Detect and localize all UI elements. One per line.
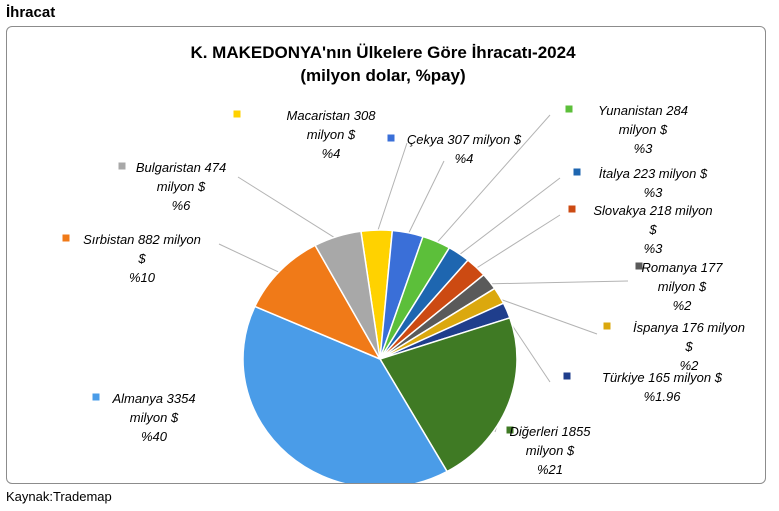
label-bullet-1 <box>386 133 396 143</box>
slice-label-8: Diğerleri 1855 milyon $ %21 <box>510 424 592 477</box>
leader-lines <box>218 114 629 452</box>
label-bullet-6 <box>602 321 612 331</box>
section-heading: İhracat <box>6 4 56 21</box>
label-bullet-5 <box>634 261 644 271</box>
slice-label-7: Türkiye 165 milyon $ %1.96 <box>602 370 723 404</box>
label-bullet-4 <box>567 204 577 214</box>
slice-label-2: Yunanistan 284 milyon $ %3 <box>598 103 688 156</box>
pie-chart: K. MAKEDONYA'nın Ülkelere Göre İhracatı-… <box>61 43 745 483</box>
slice-labels: Macaristan 308 milyon $ %4 Çekya 307 milyon… <box>61 103 745 477</box>
pie-slice-10 <box>253 244 382 361</box>
chart-title-line2: (milyon dolar, %pay) <box>300 66 465 85</box>
pie-slices <box>242 229 518 483</box>
label-bullet-0 <box>232 109 242 119</box>
label-bullet-7 <box>562 371 572 381</box>
leader-line-6 <box>495 297 598 335</box>
leader-line-10 <box>218 243 283 275</box>
label-bullet-10 <box>61 233 71 243</box>
leader-line-5 <box>486 280 629 285</box>
slice-label-9: Almanya 3354 milyon $ %40 <box>111 391 195 444</box>
slice-label-3: İtalya 223 milyon $ %3 <box>599 166 708 200</box>
leader-line-4 <box>473 214 561 271</box>
leader-line-1 <box>406 160 445 237</box>
slice-label-5: Romanya 177 milyon $ %2 <box>642 260 724 313</box>
label-bullet-11 <box>117 161 127 171</box>
pie-slice-8 <box>378 316 518 473</box>
leader-line-11 <box>237 176 339 241</box>
label-bullet-2 <box>564 104 574 114</box>
pie-slice-9 <box>242 305 449 483</box>
slice-label-4: Slovakya 218 milyon $ %3 <box>593 203 712 256</box>
leader-line-0 <box>376 142 408 235</box>
pie-slice-11 <box>314 230 381 360</box>
chart-title-line1: K. MAKEDONYA'nın Ülkelere Göre İhracatı-… <box>190 43 576 62</box>
slice-label-0: Macaristan 308 milyon $ %4 <box>287 108 377 161</box>
leader-line-3 <box>456 177 561 258</box>
label-bullet-3 <box>572 167 582 177</box>
slice-label-6: İspanya 176 milyon $ %2 <box>633 320 745 373</box>
slice-label-10: Sırbistan 882 milyon $ %10 <box>83 232 201 285</box>
label-bullet-9 <box>91 392 101 402</box>
chart-frame: K. MAKEDONYA'nın Ülkelere Göre İhracatı-… <box>6 26 766 484</box>
slice-label-1: Çekya 307 milyon $ %4 <box>407 132 522 166</box>
leader-line-2 <box>434 114 551 246</box>
slice-label-11: Bulgaristan 474 milyon $ %6 <box>136 160 226 213</box>
label-bullet-8 <box>505 425 515 435</box>
source-note: Kaynak:Trademap <box>6 489 112 504</box>
